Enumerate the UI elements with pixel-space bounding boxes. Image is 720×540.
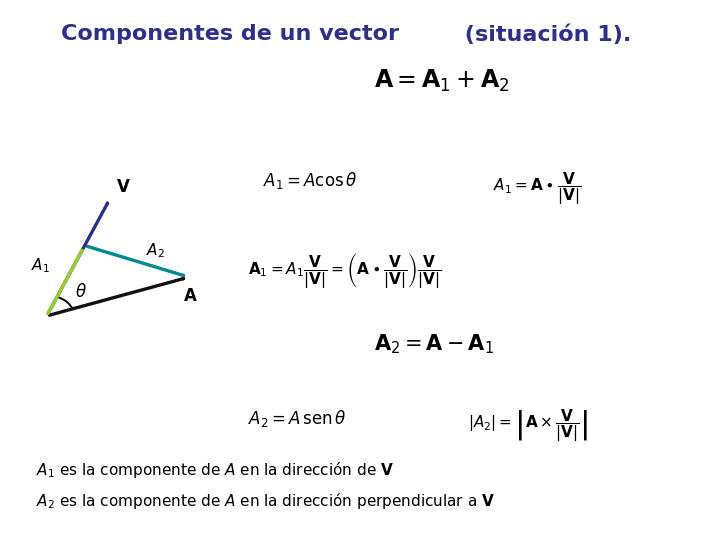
Text: $A_1$: $A_1$ (31, 256, 50, 274)
Text: V: V (117, 178, 130, 195)
Text: $\mathbf{A} = \mathbf{A}_1 + \mathbf{A}_2$: $\mathbf{A} = \mathbf{A}_1 + \mathbf{A}_… (374, 68, 510, 94)
Text: $\theta$: $\theta$ (75, 282, 86, 301)
Text: $A_2$ es la componente de $A$ en la dirección perpendicular a $\mathbf{V}$: $A_2$ es la componente de $A$ en la dire… (36, 491, 495, 511)
Text: $A_1$ es la componente de $A$ en la dirección de $\mathbf{V}$: $A_1$ es la componente de $A$ en la dire… (36, 460, 394, 480)
Text: $A_1 = \mathbf{A} \bullet \dfrac{\mathbf{V}}{|\mathbf{V}|}$: $A_1 = \mathbf{A} \bullet \dfrac{\mathbf… (493, 170, 582, 207)
Text: $\mathbf{A}_2 = \mathbf{A} - \mathbf{A}_1$: $\mathbf{A}_2 = \mathbf{A} - \mathbf{A}_… (374, 332, 495, 356)
Text: $\mathbf{A}_1 = A_1\dfrac{\mathbf{V}}{|\mathbf{V}|} = \left(\mathbf{A} \bullet \: $\mathbf{A}_1 = A_1\dfrac{\mathbf{V}}{|\… (248, 251, 442, 290)
Text: A: A (184, 287, 197, 305)
Text: $A_1 = A\cos\theta$: $A_1 = A\cos\theta$ (263, 170, 357, 191)
Text: (situación 1).: (situación 1). (457, 24, 631, 45)
Text: Componentes de un vector: Componentes de un vector (61, 24, 399, 44)
Text: $|A_2| = \left|\mathbf{A} \times \dfrac{\mathbf{V}}{|\mathbf{V}|}\right|$: $|A_2| = \left|\mathbf{A} \times \dfrac{… (468, 408, 588, 444)
Text: $A_2 = A\,\mathrm{sen}\,\theta$: $A_2 = A\,\mathrm{sen}\,\theta$ (248, 408, 347, 429)
Text: $A_2$: $A_2$ (146, 241, 165, 260)
